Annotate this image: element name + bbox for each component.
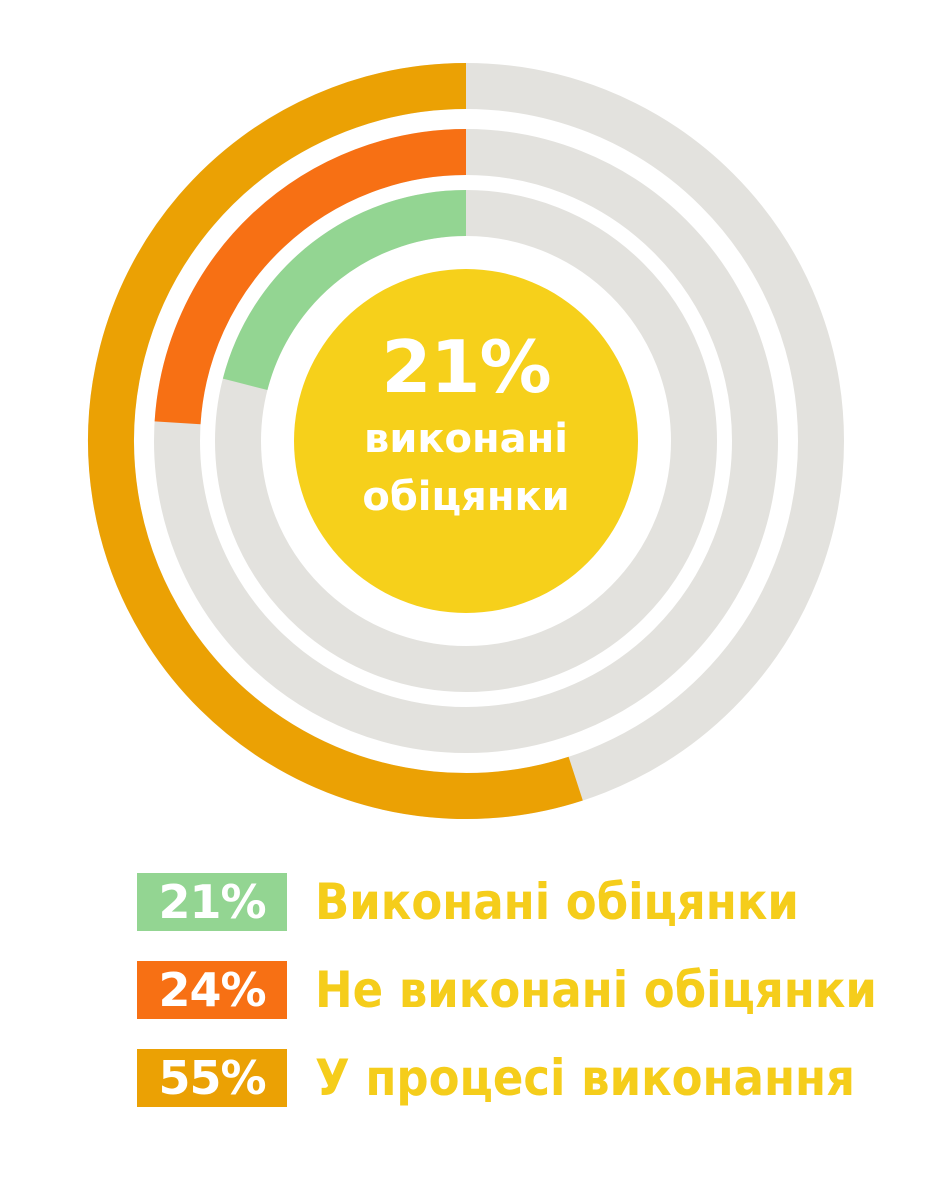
ring-in-progress-arc <box>88 63 583 819</box>
legend-label-completed: Виконані обіцянки <box>315 873 799 931</box>
legend-item-completed: 21% Виконані обіцянки <box>137 858 937 946</box>
legend-swatch-completed: 21% <box>137 873 287 931</box>
ring-completed-arc <box>222 190 467 391</box>
center-text: виконані обіцянки <box>362 415 570 520</box>
center-value: 21% <box>381 325 551 410</box>
legend-label-not-completed: Не виконані обіцянки <box>315 961 877 1019</box>
legend-label-in-progress: У процесі виконання <box>315 1049 856 1107</box>
legend-item-in-progress: 55% У процесі виконання <box>137 1034 937 1122</box>
ring-not-completed-arc <box>154 129 467 425</box>
legend: 21% Виконані обіцянки 24% Не виконані об… <box>137 858 937 1122</box>
radial-bar-chart <box>88 63 844 819</box>
center-label: 21% виконані обіцянки <box>294 268 638 612</box>
legend-swatch-in-progress: 55% <box>137 1049 287 1107</box>
legend-swatch-not-completed: 24% <box>137 961 287 1019</box>
center-disc <box>294 269 638 613</box>
legend-item-not-completed: 24% Не виконані обіцянки <box>137 946 937 1034</box>
